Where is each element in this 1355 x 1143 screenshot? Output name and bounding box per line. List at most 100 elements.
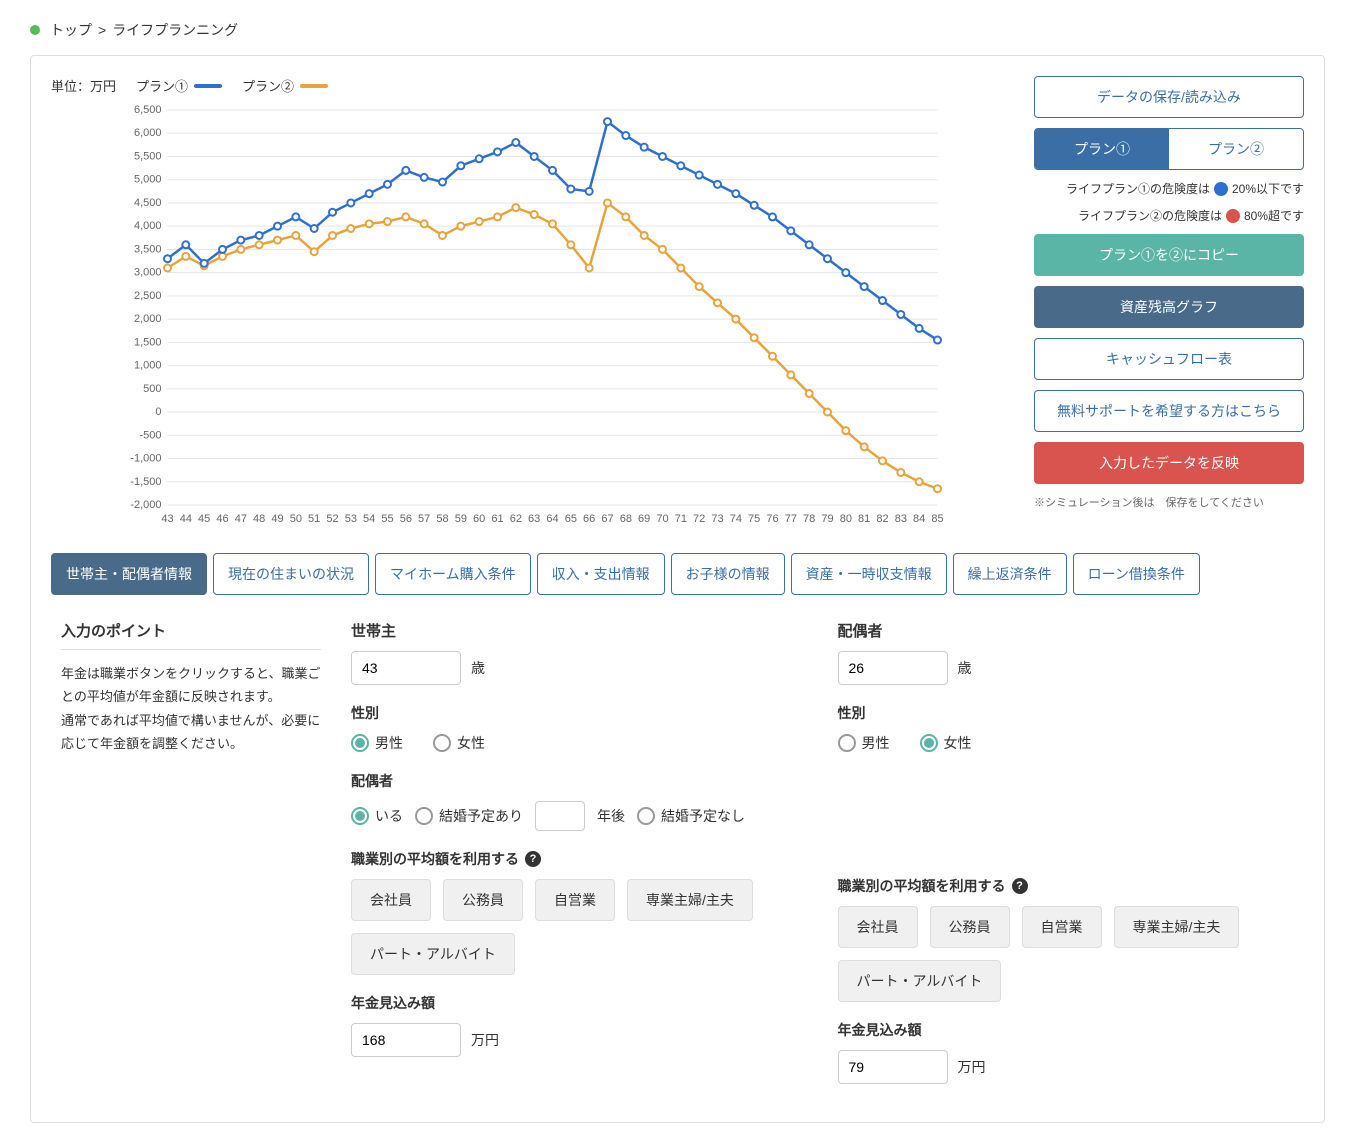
svg-text:47: 47 — [235, 513, 247, 525]
svg-text:78: 78 — [803, 513, 815, 525]
spouse-occ-chip-2[interactable]: 自営業 — [1022, 906, 1102, 948]
help-icon[interactable]: ? — [1012, 878, 1028, 894]
householder-male-radio[interactable]: 男性 — [351, 733, 403, 753]
svg-text:4,500: 4,500 — [134, 197, 162, 209]
breadcrumb-dot — [30, 25, 40, 35]
svg-text:56: 56 — [400, 513, 412, 525]
svg-text:84: 84 — [913, 513, 925, 525]
spouse-age-input[interactable] — [838, 651, 948, 685]
svg-text:73: 73 — [711, 513, 723, 525]
spouse-occ-chip-4[interactable]: パート・アルバイト — [838, 960, 1002, 1002]
spouse-pension-unit: 万円 — [958, 1057, 986, 1077]
svg-text:65: 65 — [565, 513, 577, 525]
spouse-occ-chip-3[interactable]: 専業主婦/主夫 — [1114, 906, 1240, 948]
tabs-row: 世帯主・配偶者情報現在の住まいの状況マイホーム購入条件収入・支出情報お子様の情報… — [51, 553, 1304, 595]
householder-occ-chip-4[interactable]: パート・アルバイト — [351, 933, 515, 975]
occupation-label: 職業別の平均額を利用する ? — [351, 849, 808, 869]
spouse-plan-years-input[interactable] — [535, 801, 585, 831]
svg-text:81: 81 — [858, 513, 870, 525]
breadcrumb-top[interactable]: トップ — [50, 20, 92, 40]
svg-text:70: 70 — [656, 513, 668, 525]
pension-unit: 万円 — [471, 1030, 499, 1050]
svg-text:54: 54 — [363, 513, 375, 525]
help-icon[interactable]: ? — [525, 851, 541, 867]
cashflow-button[interactable]: キャッシュフロー表 — [1034, 338, 1304, 380]
spouse-pension-label: 年金見込み額 — [838, 1020, 1295, 1040]
svg-text:76: 76 — [766, 513, 778, 525]
tab-0[interactable]: 世帯主・配偶者情報 — [51, 553, 207, 595]
tab-6[interactable]: 繰上返済条件 — [953, 553, 1067, 595]
legend-swatch-2 — [300, 84, 328, 88]
svg-text:77: 77 — [785, 513, 797, 525]
spouse-yes-radio[interactable]: いる — [351, 806, 403, 826]
spouse-label: 配偶者 — [351, 771, 808, 791]
svg-text:50: 50 — [290, 513, 302, 525]
tab-2[interactable]: マイホーム購入条件 — [375, 553, 531, 595]
legend-plan1: プラン① — [136, 76, 222, 95]
svg-text:59: 59 — [455, 513, 467, 525]
svg-text:82: 82 — [876, 513, 888, 525]
plan2-tab[interactable]: プラン② — [1169, 129, 1303, 169]
spouse-female-radio[interactable]: 女性 — [920, 733, 972, 753]
svg-text:58: 58 — [436, 513, 448, 525]
tab-3[interactable]: 収入・支出情報 — [537, 553, 665, 595]
copy-plan-button[interactable]: プラン①を②にコピー — [1034, 234, 1304, 276]
svg-text:52: 52 — [326, 513, 338, 525]
svg-text:49: 49 — [271, 513, 283, 525]
svg-text:6,000: 6,000 — [134, 127, 162, 139]
risk-dot-2 — [1226, 209, 1240, 223]
svg-text:44: 44 — [180, 513, 192, 525]
svg-text:60: 60 — [473, 513, 485, 525]
spouse-occ-chip-1[interactable]: 公務員 — [930, 906, 1010, 948]
svg-text:68: 68 — [620, 513, 632, 525]
tab-4[interactable]: お子様の情報 — [671, 553, 785, 595]
svg-text:57: 57 — [418, 513, 430, 525]
spouse-pension-input[interactable] — [838, 1050, 948, 1084]
spouse-no-radio[interactable]: 結婚予定なし — [637, 806, 745, 826]
spouse-male-radio[interactable]: 男性 — [838, 733, 890, 753]
tab-7[interactable]: ローン借換条件 — [1073, 553, 1200, 595]
risk-row-1: ライフプラン①の危険度は 20%以下です — [1034, 180, 1304, 197]
svg-text:69: 69 — [638, 513, 650, 525]
breadcrumb-sep: > — [98, 22, 106, 38]
plan-toggle[interactable]: プラン① プラン② — [1034, 128, 1304, 170]
svg-text:79: 79 — [821, 513, 833, 525]
svg-text:3,000: 3,000 — [134, 267, 162, 279]
svg-text:48: 48 — [253, 513, 265, 525]
svg-text:62: 62 — [510, 513, 522, 525]
reflect-button[interactable]: 入力したデータを反映 — [1034, 442, 1304, 484]
householder-occ-chip-3[interactable]: 専業主婦/主夫 — [627, 879, 753, 921]
svg-text:61: 61 — [491, 513, 503, 525]
spouse-plan-unit: 年後 — [597, 806, 625, 826]
tab-5[interactable]: 資産・一時収支情報 — [791, 553, 947, 595]
spouse-occ-chip-0[interactable]: 会社員 — [838, 906, 918, 948]
age-unit: 歳 — [958, 658, 972, 678]
svg-text:3,500: 3,500 — [134, 243, 162, 255]
householder-age-input[interactable] — [351, 651, 461, 685]
householder-occ-chip-0[interactable]: 会社員 — [351, 879, 431, 921]
breadcrumb-current: ライフプランニング — [112, 20, 238, 40]
plan1-tab[interactable]: プラン① — [1035, 129, 1169, 169]
support-button[interactable]: 無料サポートを希望する方はこちら — [1034, 390, 1304, 432]
spouse-occupation-label: 職業別の平均額を利用する ? — [838, 876, 1295, 896]
householder-occupations: 会社員公務員自営業専業主婦/主夫パート・アルバイト — [351, 879, 808, 975]
tab-1[interactable]: 現在の住まいの状況 — [213, 553, 369, 595]
spouse-title: 配偶者 — [838, 620, 1295, 641]
svg-text:64: 64 — [546, 513, 558, 525]
householder-occ-chip-1[interactable]: 公務員 — [443, 879, 523, 921]
householder-female-radio[interactable]: 女性 — [433, 733, 485, 753]
asset-graph-button[interactable]: 資産残高グラフ — [1034, 286, 1304, 328]
risk-dot-1 — [1214, 182, 1228, 196]
householder-pension-input[interactable] — [351, 1023, 461, 1057]
gender-label: 性別 — [351, 703, 808, 723]
svg-text:-500: -500 — [139, 429, 161, 441]
spouse-gender-label: 性別 — [838, 703, 1295, 723]
spouse-plan-radio[interactable]: 結婚予定あり — [415, 806, 523, 826]
householder-occ-chip-2[interactable]: 自営業 — [535, 879, 615, 921]
save-load-button[interactable]: データの保存/読み込み — [1034, 76, 1304, 118]
svg-text:83: 83 — [895, 513, 907, 525]
spouse-occupations: 会社員公務員自営業専業主婦/主夫パート・アルバイト — [838, 906, 1295, 1002]
svg-text:74: 74 — [730, 513, 742, 525]
pension-label: 年金見込み額 — [351, 993, 808, 1013]
svg-text:-1,000: -1,000 — [130, 453, 161, 465]
